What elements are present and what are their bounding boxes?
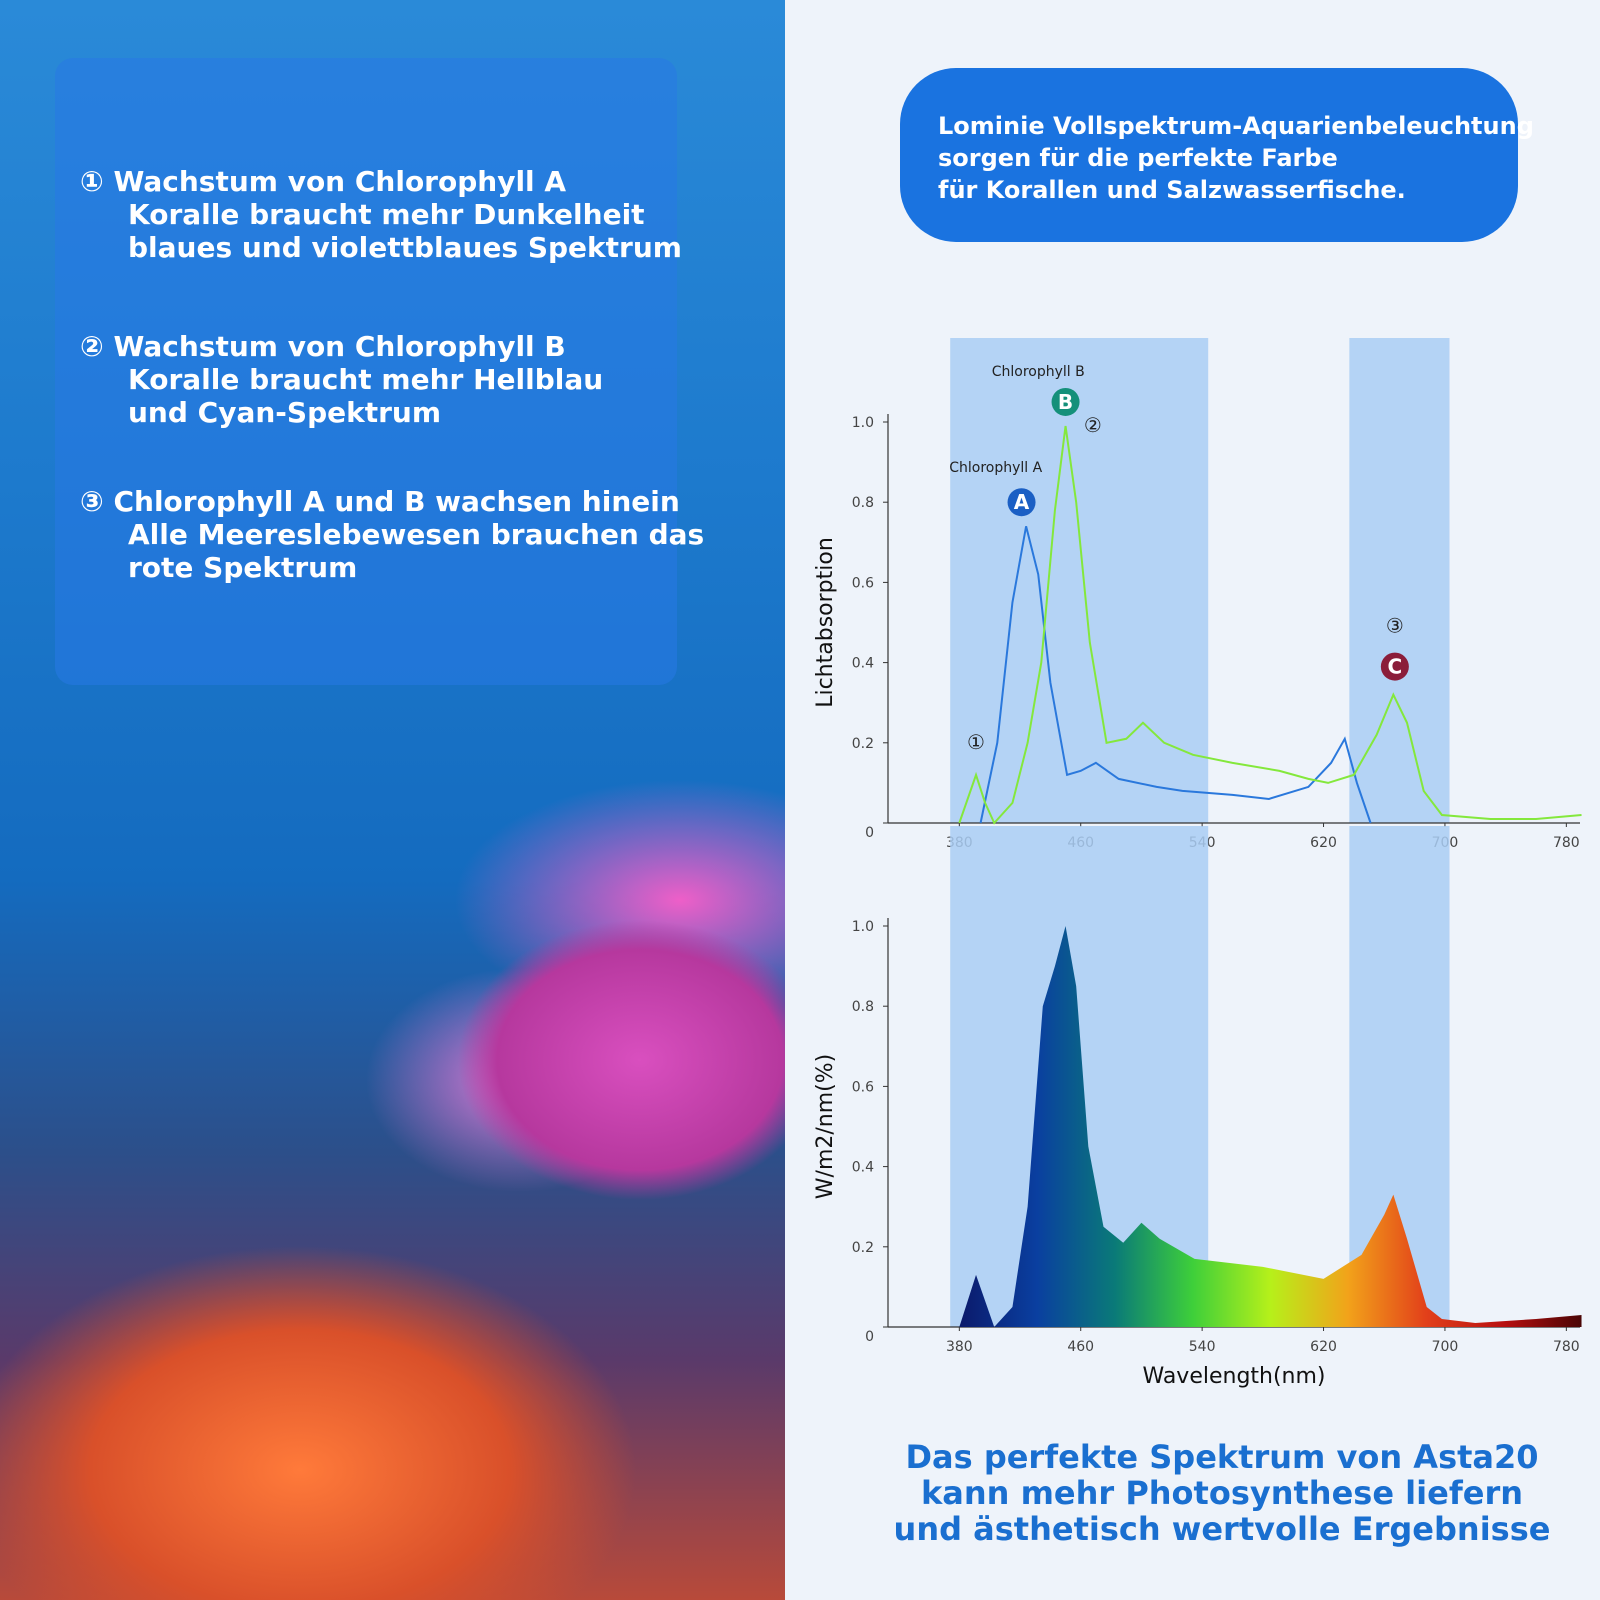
text: Wachstum von Chlorophyll A — [113, 165, 567, 198]
x-tick-label: 780 — [1553, 835, 1580, 851]
y-tick-label: 0.4 — [852, 1160, 874, 1176]
x-tick-label: 780 — [1553, 1339, 1580, 1355]
line — [979, 526, 1372, 824]
text-line: Alle Meereslebewesen brauchen das — [80, 518, 704, 551]
y-tick-label: 0.4 — [852, 656, 874, 672]
x-tick-label: 620 — [1310, 835, 1337, 851]
y-tick-label: 1.0 — [852, 415, 874, 431]
y-tick-label: 0.8 — [852, 495, 874, 511]
x-tick-label: 700 — [1432, 1339, 1459, 1355]
y-tick-label: 1.0 — [852, 919, 874, 935]
text: Chlorophyll A und B wachsen hinein — [113, 485, 680, 518]
annotation: ① — [967, 730, 985, 754]
text-line: ③ Chlorophyll A und B wachsen hinein — [80, 485, 704, 518]
text: Alle Meereslebewesen brauchen das — [128, 518, 705, 551]
footer-line: kann mehr Photosynthese liefern — [921, 1474, 1523, 1512]
line — [958, 425, 1582, 825]
text: Koralle braucht mehr Hellblau — [128, 363, 604, 396]
banner-line: für Korallen und Salzwasserfische. — [938, 176, 1406, 204]
text: Wachstum von Chlorophyll B — [113, 330, 566, 363]
x-tick-label: 380 — [946, 1339, 973, 1355]
text-item: ① Wachstum von Chlorophyll A Koralle brau… — [80, 165, 682, 264]
annotation: Chlorophyll B — [992, 364, 1085, 380]
marker: ③ — [80, 485, 114, 518]
y-tick-label: 0.8 — [852, 999, 874, 1015]
badge — [1380, 652, 1409, 681]
banner-line: Lominie Vollspektrum-Aquarienbeleuchtung — [938, 112, 1534, 140]
banner — [900, 68, 1518, 242]
y-tick-label: 0.2 — [852, 1240, 874, 1256]
badge — [1007, 488, 1036, 517]
y-tick-label: 0.6 — [852, 575, 874, 591]
text-item: ③ Chlorophyll A und B wachsen hinein Alle… — [80, 485, 704, 584]
text-line: Koralle braucht mehr Dunkelheit — [80, 198, 682, 231]
text: Koralle braucht mehr Dunkelheit — [128, 198, 645, 231]
y-axis-label: W/m2/nm(%) — [813, 1054, 838, 1199]
x-tick-label: 620 — [1310, 1339, 1337, 1355]
text-line: ② Wachstum von Chlorophyll B — [80, 330, 603, 363]
banner-line: sorgen für die perfekte Farbe — [938, 144, 1338, 172]
y-axis-label: Lichtabsorption — [813, 537, 838, 708]
text: blaues und violettblaues Spektrum — [128, 231, 682, 264]
ocean-photo: ① Wachstum von Chlorophyll A Koralle brau… — [0, 0, 785, 1600]
text: rote Spektrum — [128, 551, 358, 584]
highlight-band — [1349, 338, 1450, 823]
text-line: Koralle braucht mehr Hellblau — [80, 363, 603, 396]
annotation: ③ — [1386, 614, 1404, 638]
text-line: ① Wachstum von Chlorophyll A — [80, 165, 682, 198]
x-axis-label: Wavelength(nm) — [1142, 1364, 1325, 1389]
text-line: blaues und violettblaues Spektrum — [80, 231, 682, 264]
text-line: rote Spektrum — [80, 551, 704, 584]
x-tick-label: 540 — [1189, 1339, 1216, 1355]
marker: ② — [80, 330, 114, 363]
badge-letter: B — [1058, 390, 1073, 414]
text-line: und Cyan-Spektrum — [80, 396, 603, 429]
x-tick-label: 460 — [1067, 1339, 1094, 1355]
text-item: ② Wachstum von Chlorophyll B Koralle brau… — [80, 330, 603, 429]
text: und Cyan-Spektrum — [128, 396, 442, 429]
badge-letter: C — [1388, 655, 1403, 679]
marker: ① — [80, 165, 114, 198]
y-tick-label: 0 — [865, 825, 874, 841]
y-tick-label: 0 — [865, 1329, 874, 1345]
text-box — [55, 58, 677, 685]
y-tick-label: 0.2 — [852, 736, 874, 752]
highlight-band — [950, 338, 1209, 823]
badge-letter: A — [1014, 490, 1030, 514]
footer-line: Das perfekte Spektrum von Asta20 — [905, 1438, 1538, 1476]
annotation: ② — [1084, 413, 1102, 437]
spectrum-area — [959, 926, 1582, 1327]
y-tick-label: 0.6 — [852, 1079, 874, 1095]
badge — [1051, 387, 1080, 416]
footer-line: und ästhetisch wertvolle Ergebnisse — [894, 1510, 1551, 1548]
annotation: Chlorophyll A — [949, 460, 1042, 476]
